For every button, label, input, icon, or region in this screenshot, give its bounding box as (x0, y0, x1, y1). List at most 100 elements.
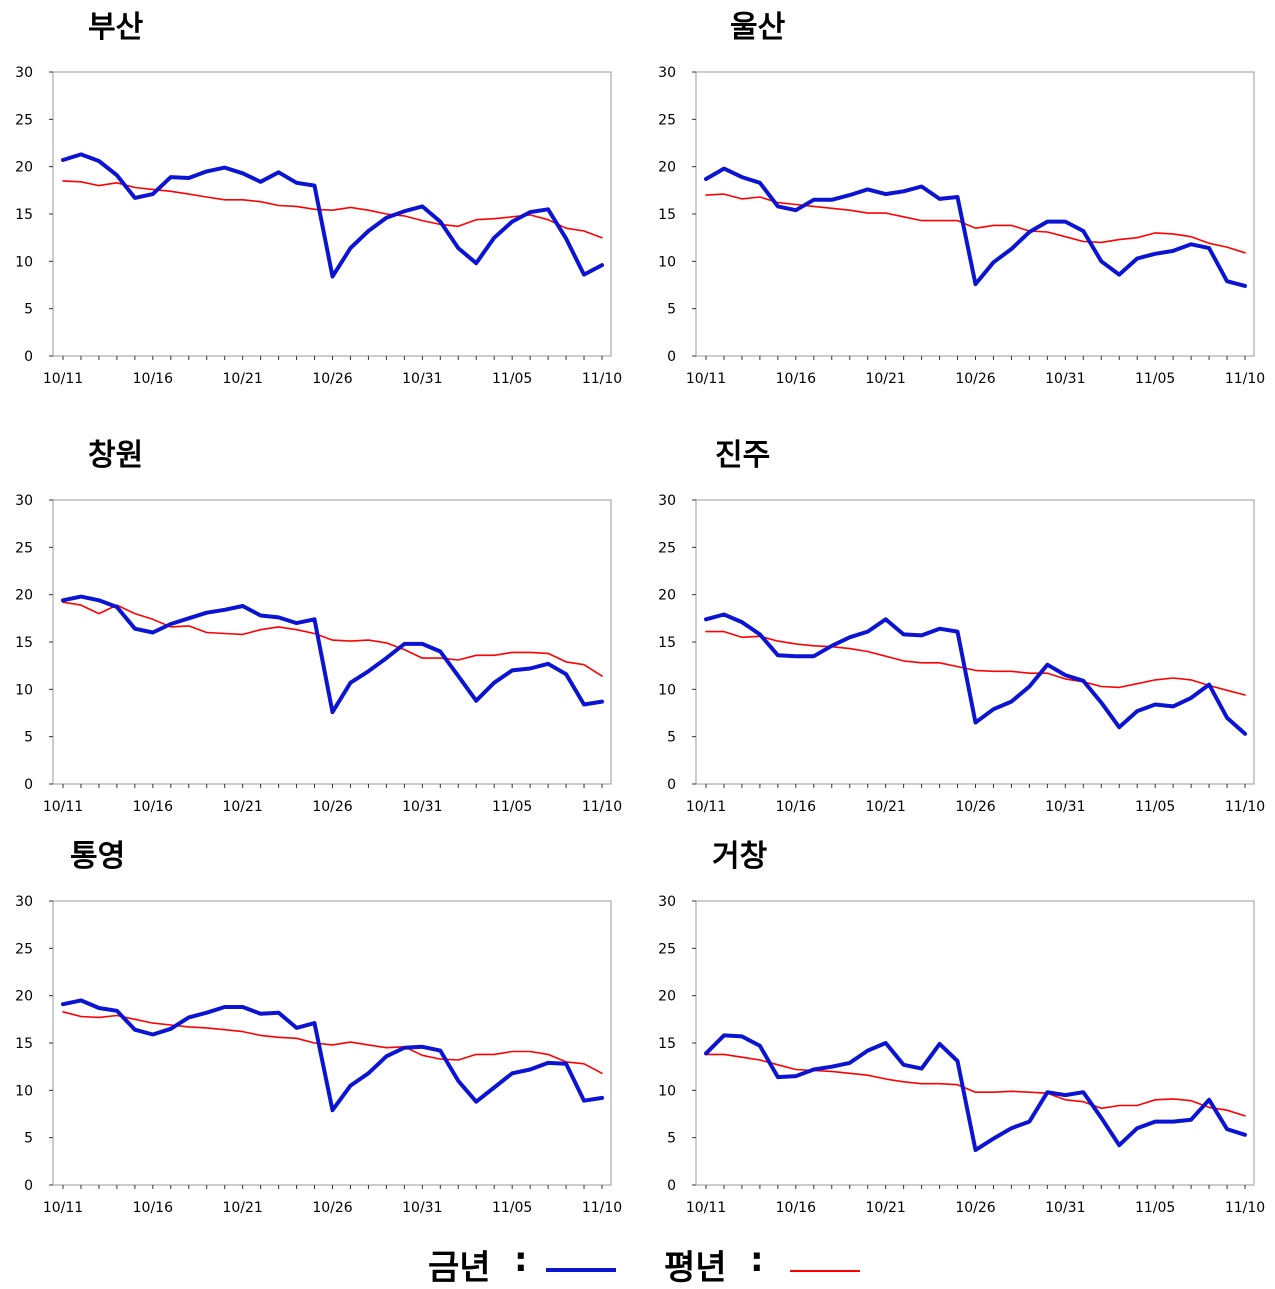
y-tick-label: 20 (15, 588, 33, 604)
legend-current-label: 금년 (428, 1248, 491, 1288)
x-tick-label: 11/05 (1135, 1200, 1175, 1216)
x-tick-label: 11/10 (1225, 371, 1265, 387)
chart-panel-jinju: 진주 0 5 10 15 20 25 30 10/11 10/16 10/21 10/26 10/31… (653, 428, 1273, 848)
x-tick-label: 10/21 (865, 1200, 905, 1216)
y-tick-label: 5 (24, 730, 33, 746)
plot-area (52, 900, 612, 1186)
y-tick-label: 30 (15, 65, 33, 81)
x-tick-label: 10/16 (776, 799, 816, 815)
legend-separator: : (514, 1240, 528, 1280)
series-line-current-year (704, 1033, 1247, 1152)
y-tick-label: 15 (15, 207, 33, 223)
x-tick-label: 10/26 (955, 799, 995, 815)
y-tick-label: 10 (15, 1083, 33, 1099)
y-tick-label: 0 (24, 1178, 33, 1194)
chart-title: 진주 (715, 438, 771, 473)
legend-normal-line (790, 1270, 860, 1272)
x-tick-label: 10/31 (1045, 799, 1085, 815)
y-tick-label: 0 (667, 1178, 676, 1194)
y-tick-label: 15 (658, 207, 676, 223)
chart-title: 거창 (712, 839, 768, 874)
x-tick-label: 10/11 (43, 1200, 83, 1216)
x-tick-label: 10/21 (865, 799, 905, 815)
x-tick-label: 10/21 (865, 371, 905, 387)
x-tick-label: 11/10 (1225, 799, 1265, 815)
x-tick-label: 10/11 (686, 799, 726, 815)
x-tick-label: 10/31 (402, 799, 442, 815)
y-tick-label: 15 (658, 1036, 676, 1052)
x-tick-label: 11/05 (492, 799, 532, 815)
x-tick-label: 11/05 (1135, 371, 1175, 387)
y-tick-label: 30 (15, 493, 33, 509)
x-tick-label: 11/05 (492, 371, 532, 387)
y-tick-label: 20 (658, 160, 676, 176)
legend-separator: : (750, 1240, 764, 1280)
x-tick-label: 10/26 (312, 799, 352, 815)
y-tick-label: 10 (658, 254, 676, 270)
series-line-current-year (61, 998, 604, 1113)
y-tick-label: 10 (658, 682, 676, 698)
x-tick-label: 10/21 (222, 799, 262, 815)
x-tick-label: 10/11 (43, 371, 83, 387)
y-tick-label: 25 (658, 540, 676, 556)
y-tick-label: 0 (667, 777, 676, 793)
x-tick-label: 10/31 (1045, 1200, 1085, 1216)
chart-panel-geochang: 거창 0 5 10 15 20 25 30 10/11 10/16 10/21 10/26 10/31… (653, 829, 1273, 1249)
y-tick-label: 20 (15, 989, 33, 1005)
line-chart-geochang: 0 5 10 15 20 25 30 10/11 10/16 10/21 10/26 10/31 11/… (658, 894, 1265, 1216)
x-tick-label: 10/16 (776, 1200, 816, 1216)
chart-panel-ulsan: 울산 0 5 10 15 20 25 30 10/11 10/16 10/21 10/26 10/31… (653, 0, 1273, 420)
chart-title: 창원 (88, 438, 144, 473)
y-tick-label: 10 (15, 682, 33, 698)
y-tick-label: 30 (658, 894, 676, 910)
chart-panel-tongyeong: 통영 0 5 10 15 20 25 30 10/11 10/16 10/21 10/26 10/31… (10, 829, 630, 1249)
x-tick-label: 10/16 (133, 371, 173, 387)
plot-area (695, 499, 1255, 785)
y-tick-label: 10 (658, 1083, 676, 1099)
chart-panel-changwon: 창원 0 5 10 15 20 25 30 10/11 10/16 10/21 10/26 10/31… (10, 428, 630, 848)
y-tick-label: 5 (667, 730, 676, 746)
x-tick-label: 10/31 (402, 371, 442, 387)
x-tick-label: 10/31 (402, 1200, 442, 1216)
x-tick-label: 10/26 (312, 1200, 352, 1216)
y-tick-label: 15 (15, 635, 33, 651)
y-tick-label: 25 (15, 112, 33, 128)
legend-normal-label: 평년 (664, 1248, 727, 1288)
y-tick-label: 20 (658, 588, 676, 604)
series-line-current-year (704, 166, 1247, 288)
chart-title: 부산 (88, 10, 144, 45)
x-tick-label: 10/11 (686, 371, 726, 387)
chart-panel-busan: 부산 0 5 10 15 20 25 30 10/11 10/16 10/21 10/26 10/31… (10, 0, 630, 420)
x-tick-label: 10/21 (222, 1200, 262, 1216)
chart-title: 울산 (730, 10, 786, 45)
series-line-current-year (61, 594, 604, 715)
y-tick-label: 25 (15, 540, 33, 556)
x-tick-label: 10/11 (686, 1200, 726, 1216)
x-tick-label: 10/26 (312, 371, 352, 387)
series-line-normal-year (62, 180, 603, 239)
y-tick-label: 15 (658, 635, 676, 651)
x-tick-label: 10/16 (133, 1200, 173, 1216)
y-tick-label: 15 (15, 1036, 33, 1052)
series-line-normal-year (62, 1011, 603, 1075)
x-tick-label: 11/10 (1225, 1200, 1265, 1216)
x-tick-label: 10/31 (1045, 371, 1085, 387)
x-tick-label: 10/16 (776, 371, 816, 387)
y-tick-label: 20 (15, 160, 33, 176)
x-tick-label: 10/26 (955, 371, 995, 387)
y-tick-label: 5 (24, 302, 33, 318)
y-tick-label: 30 (658, 65, 676, 81)
line-chart-tongyeong: 0 5 10 15 20 25 30 10/11 10/16 10/21 10/26 10/31 11/… (15, 894, 622, 1216)
series-line-current-year (61, 152, 604, 279)
x-tick-label: 11/10 (582, 799, 622, 815)
chart-legend: 금년 : 평년 : (428, 1240, 888, 1288)
line-chart-busan: 0 5 10 15 20 25 30 10/11 10/16 10/21 10/26 10/31 11/… (15, 65, 622, 387)
legend-current-line (546, 1268, 616, 1272)
plot-area (695, 71, 1255, 357)
y-tick-label: 25 (15, 941, 33, 957)
chart-title: 통영 (70, 839, 126, 874)
y-tick-label: 5 (667, 302, 676, 318)
x-tick-label: 11/05 (1135, 799, 1175, 815)
x-tick-label: 10/11 (43, 799, 83, 815)
y-tick-label: 20 (658, 989, 676, 1005)
